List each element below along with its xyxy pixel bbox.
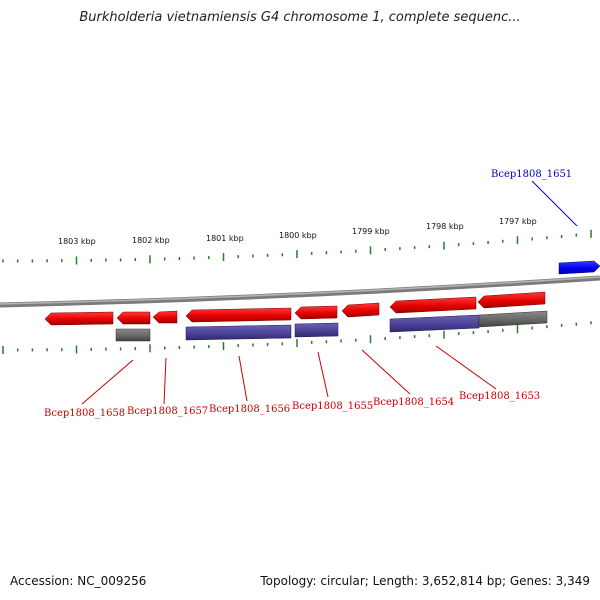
kbp-label: 1801 kbp [206, 234, 244, 243]
gene-bcep1808-1657[interactable] [116, 311, 151, 325]
gene-label-bcep1808-1655[interactable]: Bcep1808_1655 [292, 401, 373, 412]
gene-label-bcep1808-1651[interactable]: Bcep1808_1651 [491, 169, 572, 180]
backbone-arc [0, 275, 600, 308]
cds-block-purple [294, 322, 339, 338]
kbp-label: 1798 kbp [426, 222, 464, 231]
gene-label-bcep1808-1654[interactable]: Bcep1808_1654 [373, 397, 454, 408]
gene-bcep1808-1651[interactable] [558, 260, 600, 275]
gene-label-bcep1808-1658[interactable]: Bcep1808_1658 [44, 408, 125, 419]
kbp-label: 1802 kbp [132, 236, 170, 245]
ruler-ticks-upper [2, 229, 592, 265]
gene-bcep1808-1653[interactable] [477, 291, 546, 309]
ruler-ticks-lower [2, 321, 592, 354]
gene-bcep1808-1655[interactable] [294, 305, 338, 320]
kbp-label: 1803 kbp [58, 237, 96, 246]
kbp-label: 1797 kbp [499, 217, 537, 226]
gene-bcep1808-1656[interactable] [185, 307, 292, 323]
kbp-label: 1799 kbp [352, 227, 390, 236]
feature-block-gray [115, 328, 151, 342]
gene-bcep1808-1654-b[interactable] [389, 296, 477, 314]
gene-label-bcep1808-1657[interactable]: Bcep1808_1657 [127, 406, 208, 417]
kbp-label: 1800 kbp [279, 231, 317, 240]
gene-label-bcep1808-1653[interactable]: Bcep1808_1653 [459, 391, 540, 402]
genome-stats-text: Topology: circular; Length: 3,652,814 bp… [260, 574, 590, 588]
leader-lines [81, 345, 497, 405]
map-title: Burkholderia vietnamiensis G4 chromosome… [79, 10, 521, 25]
backbone-arc-highlight [0, 276, 600, 305]
accession-text: Accession: NC_009256 [10, 574, 147, 588]
gene-small[interactable] [152, 310, 178, 324]
gene-bcep1808-1658[interactable] [44, 311, 114, 326]
cds-block-purple [185, 324, 292, 341]
gene-bcep1808-1654-a[interactable] [341, 302, 380, 318]
leader-line-blue [531, 180, 578, 227]
gene-label-bcep1808-1656[interactable]: Bcep1808_1656 [209, 404, 290, 415]
cds-block-purple [389, 314, 480, 333]
feature-block-gray [478, 310, 548, 328]
